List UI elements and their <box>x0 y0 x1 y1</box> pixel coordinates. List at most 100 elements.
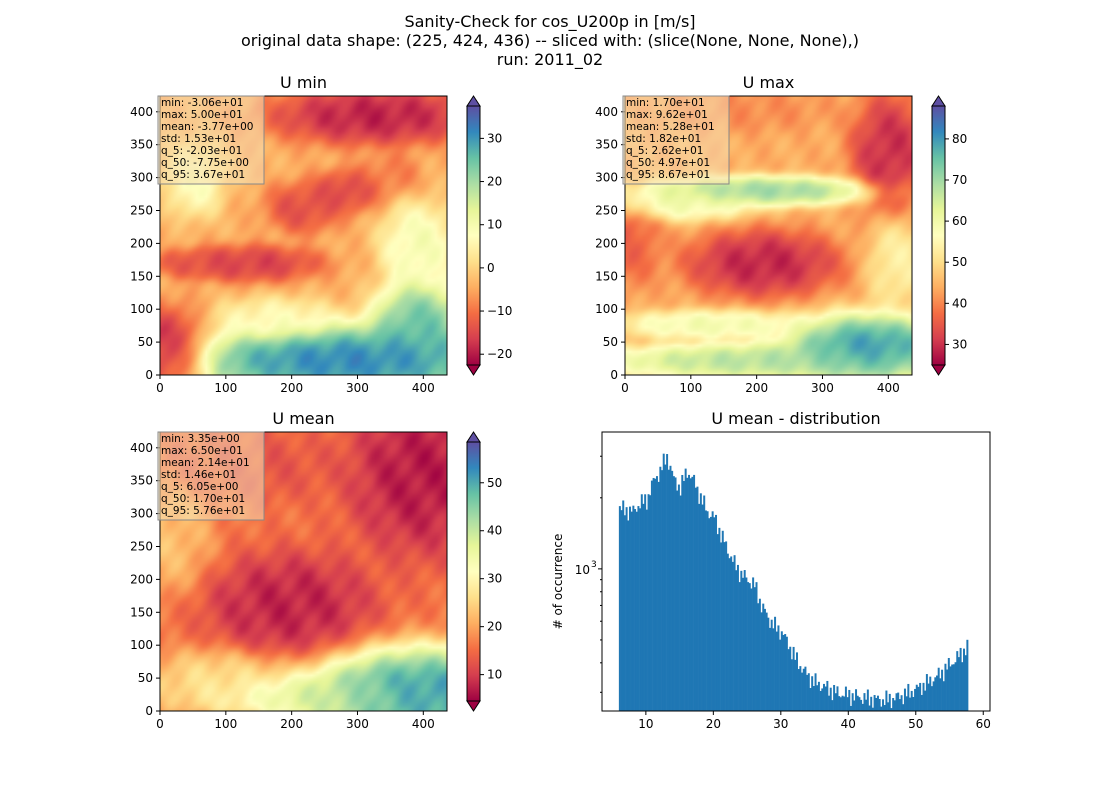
histogram-bar <box>912 696 915 711</box>
x-tick-label: 400 <box>877 381 900 395</box>
colorbar-tick-label: 40 <box>952 296 967 310</box>
histogram-bar <box>618 506 621 711</box>
histogram-bar <box>728 558 731 711</box>
axes-frame <box>159 95 448 376</box>
histogram-bar <box>736 564 739 711</box>
stats-line: q_5: -2.03e+01 <box>161 145 242 157</box>
histogram-bar <box>655 476 658 711</box>
histogram-bar <box>814 673 817 711</box>
histogram-bar <box>654 478 657 711</box>
histogram-bar <box>688 474 691 711</box>
stats-line: q_5: 2.62e+01 <box>626 145 703 157</box>
histogram-bar <box>693 474 696 711</box>
histogram-bar <box>747 582 750 711</box>
histogram-bar <box>760 612 763 711</box>
y-tick-label: 50 <box>603 335 618 349</box>
histogram-bar <box>893 700 896 711</box>
histogram-bar <box>738 582 741 711</box>
histogram-bar <box>748 583 751 711</box>
colorbar-frame <box>466 105 481 366</box>
histogram-bar <box>720 542 723 711</box>
panel-title: U mean - distribution <box>711 409 880 428</box>
histogram-bar <box>944 663 947 711</box>
x-tick-label: 200 <box>280 381 303 395</box>
y-tick-label: 50 <box>138 335 153 349</box>
histogram-bar <box>934 677 937 711</box>
y-tick-label: 350 <box>130 474 153 488</box>
colorbar-tick-label: 10 <box>487 668 502 682</box>
histogram-bar <box>730 556 733 711</box>
histogram-bar <box>855 689 858 711</box>
histogram-bar <box>895 693 898 711</box>
histogram-bar <box>758 598 761 711</box>
histogram-bar <box>880 706 883 711</box>
histogram-bar <box>696 486 699 711</box>
histogram-bar <box>669 465 672 711</box>
x-tick-label: 0 <box>156 381 164 395</box>
stats-box <box>157 431 265 521</box>
histogram-bar <box>939 678 942 711</box>
histogram-bar <box>828 695 831 711</box>
histogram-bar <box>897 692 900 711</box>
x-tick-label: 400 <box>412 717 435 731</box>
histogram-bar <box>671 470 674 711</box>
histogram-bar <box>755 582 758 711</box>
histogram-bar <box>907 683 910 711</box>
figure-title-line-1: Sanity-Check for cos_U200p in [m/s] <box>404 12 696 31</box>
y-tick-label: 400 <box>130 105 153 119</box>
y-tick-label: 300 <box>595 171 618 185</box>
x-tick-label: 100 <box>214 717 237 731</box>
histogram-bar <box>794 659 797 711</box>
histogram-bar <box>809 688 812 711</box>
y-tick-label: 0 <box>145 704 153 718</box>
histogram-bar <box>709 516 712 711</box>
histogram-bar <box>784 634 787 711</box>
histogram-bar <box>677 484 680 711</box>
histogram-bar <box>642 503 645 711</box>
histogram-bar <box>853 700 856 711</box>
histogram-bar <box>915 684 918 711</box>
histogram-bar <box>628 506 631 711</box>
colorbar-body <box>467 106 480 365</box>
x-tick-label: 300 <box>346 381 369 395</box>
histogram-bar <box>753 587 756 711</box>
colorbar-tick-label: 40 <box>487 524 502 538</box>
stats-line: q_95: 8.67e+01 <box>626 169 710 181</box>
histogram-bar <box>839 697 842 711</box>
y-tick-label: 100 <box>595 302 618 316</box>
colorbar-tick-label: 20 <box>487 620 502 634</box>
histogram-bar <box>706 511 709 711</box>
histogram-bar <box>922 682 925 711</box>
histogram-bar <box>715 514 718 711</box>
histogram-bar <box>772 628 775 711</box>
histogram-bar <box>789 646 792 711</box>
colorbar-extend-top <box>466 431 481 443</box>
histogram-bar <box>627 520 630 711</box>
stats-line: max: 6.50e+01 <box>161 445 243 457</box>
stats-box <box>157 95 265 185</box>
histogram-bar <box>949 666 952 711</box>
histogram-bar <box>659 466 662 711</box>
histogram-bar <box>885 690 888 711</box>
histogram-bar <box>848 689 851 711</box>
histogram-bar <box>733 555 736 711</box>
histogram-bar <box>667 469 670 711</box>
colorbar-tick-label: 50 <box>952 255 967 269</box>
histogram-bar <box>903 688 906 711</box>
histogram-bar <box>849 705 852 711</box>
x-tick-label: 300 <box>346 717 369 731</box>
histogram-bar <box>868 705 871 711</box>
histogram-bar <box>892 697 895 711</box>
histogram-bar <box>919 682 922 711</box>
y-tick-label: 0 <box>145 368 153 382</box>
histogram-bar <box>650 480 653 711</box>
colorbar-extend-bottom <box>931 364 946 376</box>
colorbar-tick-label: 50 <box>487 476 502 490</box>
histogram-bar <box>735 570 738 711</box>
histogram-bar <box>866 689 869 711</box>
stats-line: q_95: 5.76e+01 <box>161 505 245 517</box>
colorbar-frame <box>466 441 481 702</box>
histogram-bar <box>769 627 771 711</box>
histogram-bar <box>684 468 687 711</box>
